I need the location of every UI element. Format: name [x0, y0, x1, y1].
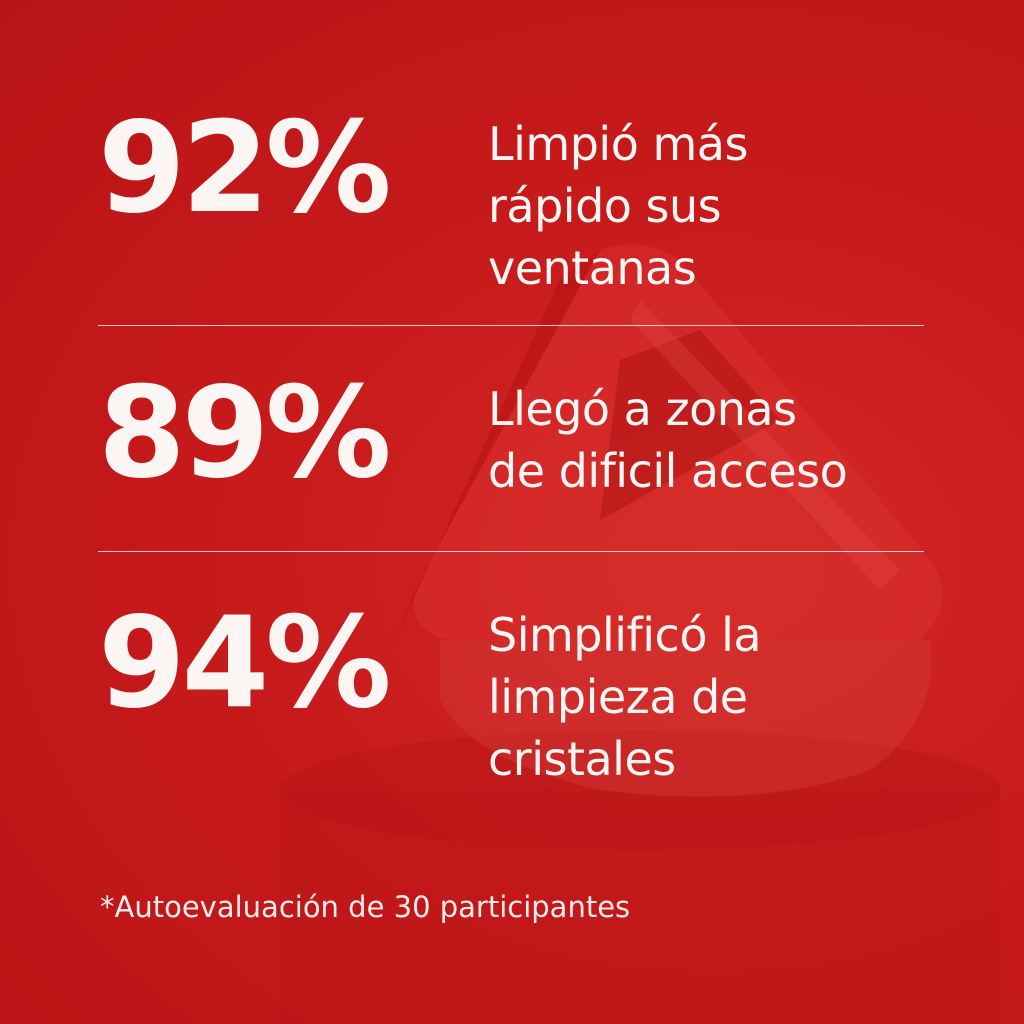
footnote: *Autoevaluación de 30 participantes: [100, 890, 631, 924]
divider: [98, 551, 924, 552]
stat-percentage: 94%: [98, 589, 392, 736]
stat-percentage: 92%: [98, 94, 392, 241]
stat-description: Llegó a zonas de dificil acceso: [488, 382, 848, 498]
stat-description: Simplificó la limpieza de cristales: [488, 608, 762, 786]
stat-percentage: 89%: [98, 359, 392, 506]
divider: [98, 325, 924, 326]
stat-description: Limpió más rápido sus ventanas: [488, 117, 748, 295]
